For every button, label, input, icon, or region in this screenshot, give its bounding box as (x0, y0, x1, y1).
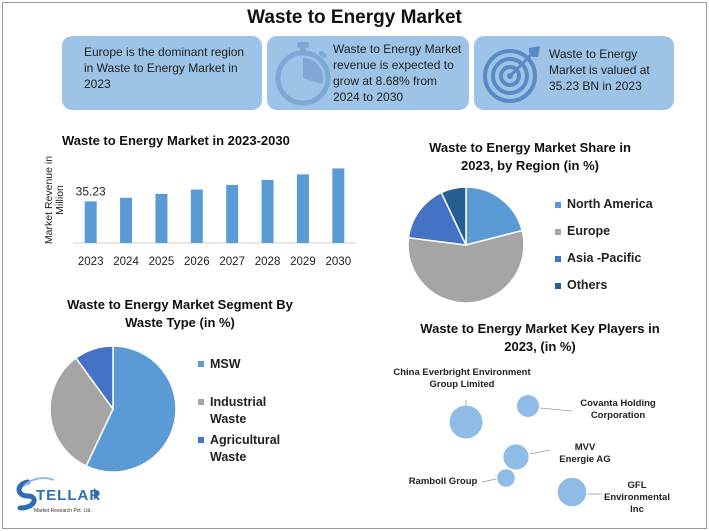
pie-slice-europe (407, 229, 525, 304)
leader-line (481, 478, 497, 483)
legend-label: North America (567, 197, 653, 211)
legend-label: Agricultural Waste (210, 433, 281, 464)
legend-label: Europe (567, 224, 611, 238)
region-pie-chart (407, 186, 525, 304)
waste-pie-title: Waste to Energy Market Segment By Waste … (67, 297, 293, 330)
pie-slice-agricultural-waste (74, 345, 114, 412)
bar-tick-label: 2025 (149, 256, 175, 268)
player-bubble (503, 444, 529, 470)
bar-tick-label: 2024 (113, 256, 139, 268)
stopwatch-icon (275, 42, 331, 106)
info-card-region: Europe is the dominant region in Waste t… (62, 36, 262, 110)
legend-label: Industrial Waste (210, 395, 267, 426)
leader-line (539, 407, 573, 412)
waste-pie-chart (49, 345, 177, 473)
svg-text:TELLAR: TELLAR (36, 487, 101, 504)
bar-2023 (84, 201, 97, 243)
bar-chart-ylabel: Market Revenue inMillion (43, 156, 66, 244)
page-title: Waste to Energy Market (247, 7, 462, 28)
bar-tick-label: 2028 (255, 256, 281, 268)
stellar-logo: TELLAR Market Research Pvt. Ltd. (16, 477, 101, 514)
bar-tick-label: 2023 (78, 256, 104, 268)
bar-2030 (332, 168, 345, 243)
info-card-text: Waste to Energy Market is valued at 35.2… (549, 47, 650, 93)
player-bubble (497, 469, 515, 487)
bar-2026 (190, 189, 203, 243)
bar-2027 (226, 184, 239, 243)
player-label: MVV Energie AG (559, 442, 610, 465)
legend-swatch (198, 437, 204, 443)
bar-2025 (155, 193, 168, 243)
bar-chart-title: Waste to Energy Market in 2023-2030 (62, 133, 290, 148)
bar-2024 (120, 197, 133, 243)
legend-swatch (198, 361, 204, 367)
legend-item: Industrial Waste (198, 394, 288, 428)
legend-item: Agricultural Waste (198, 432, 288, 466)
player-bubble (517, 395, 539, 417)
legend-swatch (198, 399, 204, 405)
bar-chart: Market Revenue inMillion 2023 35.23 2024 20… (43, 156, 356, 268)
players-bubble-chart: China Everbright Environment Group Limite… (393, 367, 670, 515)
region-pie-title: Waste to Energy Market Share in 2023, by… (429, 140, 631, 173)
bar-data-label: 35.23 (76, 184, 106, 198)
bar-2029 (296, 174, 309, 243)
legend-swatch (555, 229, 561, 235)
legend-label: Asia -Pacific (567, 251, 642, 265)
info-card-value: Waste to Energy Market is valued at 35.2… (474, 36, 674, 110)
players-chart-title: Waste to Energy Market Key Players in 20… (420, 321, 660, 354)
pie-slice-msw (85, 345, 177, 473)
legend-swatch (555, 256, 561, 262)
bar-2028 (261, 179, 274, 243)
player-label: GFL Environmental Inc (604, 480, 670, 515)
pie-slice-industrial-waste (49, 356, 114, 468)
legend-label: Others (567, 278, 608, 292)
player-label: Covanta Holding Corporation (580, 398, 656, 421)
bar-tick-label: 2030 (326, 256, 352, 268)
player-label: Ramboll Group (409, 476, 478, 487)
pie-slice-others (440, 186, 467, 246)
player-bubble (557, 477, 587, 507)
legend-label: MSW (210, 357, 241, 371)
leader-line (529, 449, 551, 455)
bar-tick-label: 2029 (290, 256, 316, 268)
info-card-growth: Waste to Energy Market revenue is expect… (267, 36, 469, 110)
pie-slice-asia-pacific (407, 191, 468, 246)
info-card-text: Waste to Energy Market revenue is expect… (333, 42, 462, 104)
player-bubble (449, 405, 483, 439)
legend-item: MSW (198, 356, 288, 373)
svg-text:Market Research Pvt. Ltd.: Market Research Pvt. Ltd. (34, 508, 92, 514)
legend-swatch (555, 283, 561, 289)
player-label: China Everbright Environment Group Limite… (393, 367, 531, 390)
pie-slice-north-america (465, 186, 524, 246)
bar-tick-label: 2026 (184, 256, 210, 268)
target-icon (483, 46, 540, 103)
info-card-text: Europe is the dominant region in Waste t… (84, 45, 245, 91)
bar-tick-label: 2027 (219, 256, 245, 268)
legend-swatch (555, 202, 561, 208)
